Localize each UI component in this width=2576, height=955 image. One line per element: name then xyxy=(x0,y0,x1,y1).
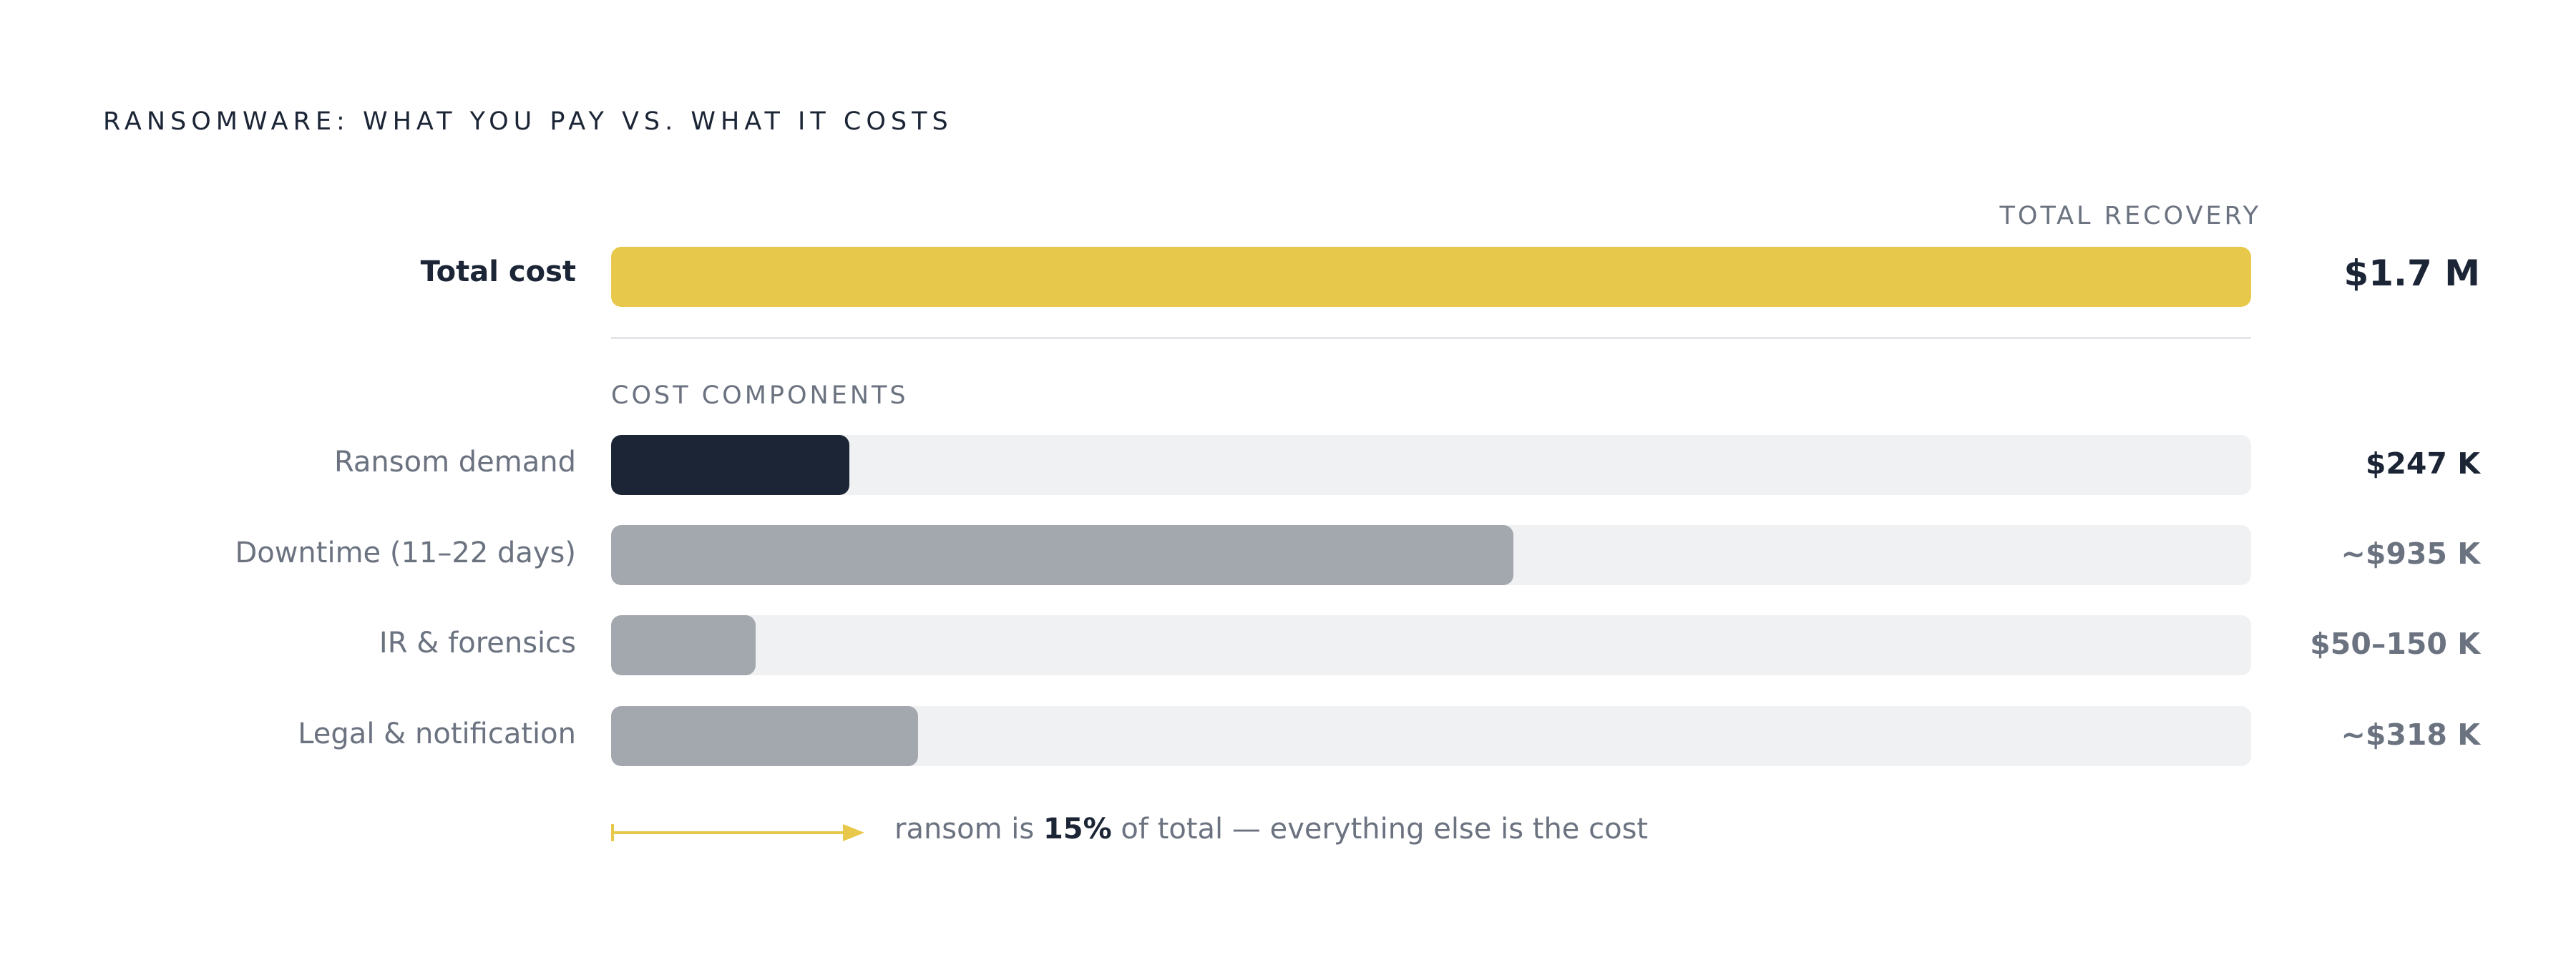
downtime-bar xyxy=(611,525,1513,585)
ir-forensics-label: IR & forensics xyxy=(379,627,576,660)
ransom-demand-bar xyxy=(611,435,849,495)
ir-forensics-value: $50–150 K xyxy=(2310,627,2480,661)
total-cost-value: $1.7 M xyxy=(2343,253,2480,294)
footnote-prefix: ransom is xyxy=(894,813,1043,846)
downtime-label: Downtime (11–22 days) xyxy=(235,537,576,569)
arrow-right-icon xyxy=(611,824,864,841)
legal-notification-track xyxy=(611,706,2251,766)
divider xyxy=(611,337,2251,339)
legal-notification-value: ~$318 K xyxy=(2341,718,2480,752)
total-recovery-header: TOTAL RECOVERY xyxy=(1999,202,2261,230)
downtime-value: ~$935 K xyxy=(2341,537,2480,571)
ransom-demand-track xyxy=(611,435,2251,495)
chart-title: RANSOMWARE: WHAT YOU PAY VS. WHAT IT COS… xyxy=(103,107,953,136)
total-cost-bar xyxy=(611,247,2251,307)
ir-forensics-bar xyxy=(611,615,756,675)
cost-components-header: COST COMPONENTS xyxy=(611,381,909,410)
total-cost-track xyxy=(611,247,2251,307)
footnote-suffix: of total — everything else is the cost xyxy=(1111,813,1649,846)
legal-notification-label: Legal & notification xyxy=(298,718,576,750)
footnote: ransom is 15% of total — everything else… xyxy=(894,813,1648,846)
ir-forensics-track xyxy=(611,615,2251,675)
ransom-demand-label: Ransom demand xyxy=(334,446,576,479)
ransom-demand-value: $247 K xyxy=(2365,446,2480,481)
total-cost-label: Total cost xyxy=(420,255,576,288)
legal-notification-bar xyxy=(611,706,918,766)
downtime-track xyxy=(611,525,2251,585)
footnote-percentage: 15% xyxy=(1043,813,1112,846)
